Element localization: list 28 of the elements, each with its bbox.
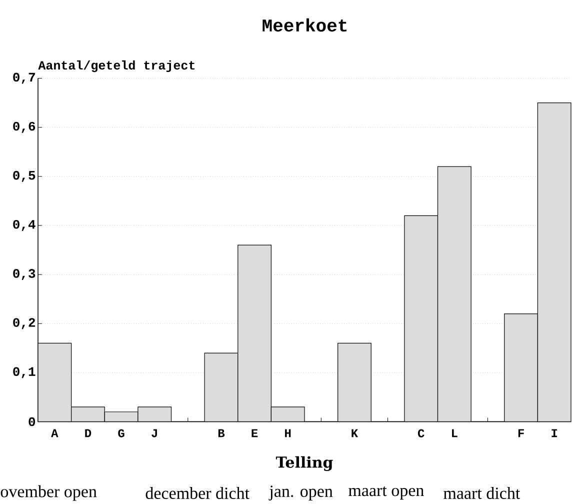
y-tick-label: 0,6 <box>13 122 36 133</box>
y-tick-label: 0,7 <box>13 72 35 84</box>
text: ovember open <box>0 485 97 501</box>
text: december dicht <box>146 487 250 499</box>
text: maart open <box>348 486 424 500</box>
y-tick-label: 0,2 <box>13 318 36 330</box>
x-tick-label: C <box>418 429 424 438</box>
text: jan. open <box>268 486 333 500</box>
x-tick-label: F <box>518 429 524 438</box>
x-tick-label: K <box>352 429 358 438</box>
y-tick-label: 0,4 <box>13 220 36 231</box>
y-tick-label: 0 <box>28 417 36 426</box>
x-tick-label: B <box>218 429 225 438</box>
y-axis-title: Aantal/geteld traject <box>38 60 195 72</box>
y-tick-label: 0,3 <box>13 269 36 280</box>
x-tick-label: G <box>118 429 124 438</box>
x-tick-label: H <box>285 429 291 438</box>
x-axis-title: Telling <box>276 456 333 471</box>
x-tick-label: A <box>51 429 58 438</box>
x-tick-label: I <box>552 429 558 438</box>
x-tick-label: D <box>85 429 92 438</box>
chart-title: Meerkoet <box>262 18 346 32</box>
x-tick-label: J <box>152 429 157 438</box>
y-tick-label: 0,1 <box>13 367 36 378</box>
y-tick-label: 0,5 <box>13 170 36 182</box>
x-tick-label: L <box>452 429 458 438</box>
text: maart dicht <box>444 487 520 499</box>
x-tick-label: E <box>252 429 258 438</box>
